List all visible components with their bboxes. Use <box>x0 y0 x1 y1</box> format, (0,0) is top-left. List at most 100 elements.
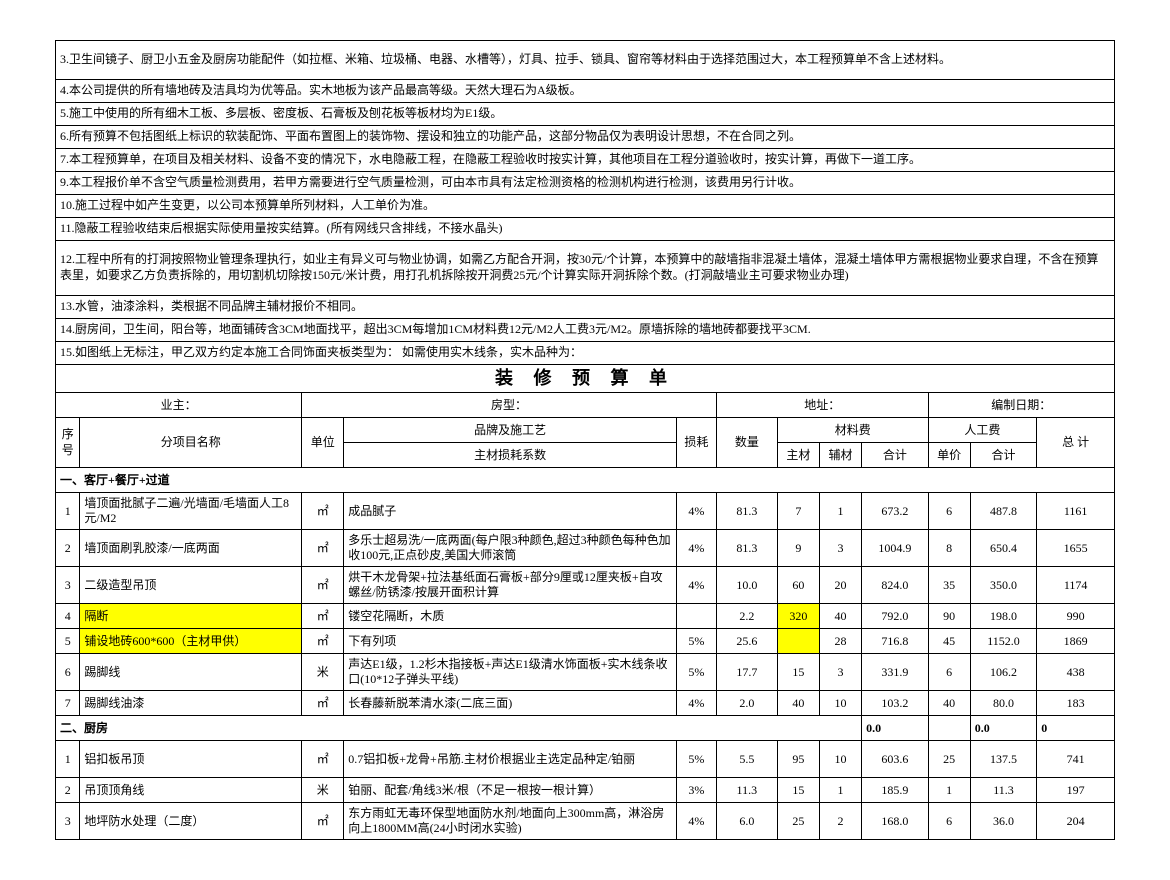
budget-table: 装 修 预 算 单业主：房型：地址：编制日期：序号分项目名称单位品牌及施工艺损耗… <box>55 364 1115 840</box>
row-msub: 331.9 <box>862 654 929 691</box>
row-lsub: 350.0 <box>970 567 1037 604</box>
note-row: 3.卫生间镜子、厨卫小五金及厨房功能配件（如拉框、米箱、垃圾桶、电器、水槽等），… <box>56 41 1115 80</box>
row-main: 25 <box>777 803 819 840</box>
row-aux: 1 <box>819 493 861 530</box>
row-brand: 多乐士超易洗/一底两面(每户限3种颜色,超过3种颜色每种色加收100元,正点砂皮… <box>344 530 677 567</box>
row-seq: 2 <box>56 530 80 567</box>
row-brand: 下有列项 <box>344 629 677 654</box>
row-aux: 28 <box>819 629 861 654</box>
row-seq: 1 <box>56 493 80 530</box>
row-unit: ㎡ <box>302 691 344 716</box>
row-total: 990 <box>1037 604 1115 629</box>
row-aux: 2 <box>819 803 861 840</box>
row-seq: 4 <box>56 604 80 629</box>
hdr-item: 分项目名称 <box>80 418 302 468</box>
row-msub: 716.8 <box>862 629 929 654</box>
hdr-aux: 辅材 <box>819 443 861 468</box>
hdr-lsub: 合计 <box>970 443 1037 468</box>
row-loss: 5% <box>676 654 716 691</box>
house-type-label: 房型： <box>302 393 717 418</box>
row-lsub: 137.5 <box>970 741 1037 778</box>
row-unit: 米 <box>302 654 344 691</box>
row-loss: 4% <box>676 691 716 716</box>
row-item: 铝扣板吊顶 <box>80 741 302 778</box>
row-aux: 1 <box>819 778 861 803</box>
row-main: 15 <box>777 778 819 803</box>
row-unit: ㎡ <box>302 567 344 604</box>
row-total: 197 <box>1037 778 1115 803</box>
row-seq: 2 <box>56 778 80 803</box>
row-loss: 5% <box>676 629 716 654</box>
row-main <box>777 629 819 654</box>
row-item: 吊顶顶角线 <box>80 778 302 803</box>
owner-label: 业主： <box>56 393 302 418</box>
hdr-labor: 人工费 <box>928 418 1037 443</box>
row-msub: 1004.9 <box>862 530 929 567</box>
hdr-total: 总 计 <box>1037 418 1115 468</box>
row-lunit: 90 <box>928 604 970 629</box>
row-unit: ㎡ <box>302 604 344 629</box>
row-aux: 20 <box>819 567 861 604</box>
hdr-lunit: 单价 <box>928 443 970 468</box>
address-label: 地址： <box>716 393 928 418</box>
row-lsub: 11.3 <box>970 778 1037 803</box>
row-loss: 4% <box>676 803 716 840</box>
row-main: 60 <box>777 567 819 604</box>
row-msub: 792.0 <box>862 604 929 629</box>
note-row: 11.隐蔽工程验收结束后根据实际使用量按实结算。(所有网线只含排线，不接水晶头) <box>56 218 1115 241</box>
note-row: 4.本公司提供的所有墙地砖及洁具均为优等品。实木地板为该产品最高等级。天然大理石… <box>56 80 1115 103</box>
row-lsub: 198.0 <box>970 604 1037 629</box>
row-brand: 烘干木龙骨架+拉法基纸面石膏板+部分9厘或12厘夹板+自攻螺丝/防锈漆/按展开面… <box>344 567 677 604</box>
row-qty: 81.3 <box>716 530 777 567</box>
row-msub: 824.0 <box>862 567 929 604</box>
row-qty: 17.7 <box>716 654 777 691</box>
row-lunit: 25 <box>928 741 970 778</box>
row-total: 1161 <box>1037 493 1115 530</box>
hdr-main: 主材 <box>777 443 819 468</box>
row-aux: 3 <box>819 654 861 691</box>
section-header: 二、厨房 <box>56 716 862 741</box>
notes-table: 3.卫生间镜子、厨卫小五金及厨房功能配件（如拉框、米箱、垃圾桶、电器、水槽等），… <box>55 40 1115 365</box>
row-lunit: 6 <box>928 493 970 530</box>
row-lsub: 36.0 <box>970 803 1037 840</box>
hdr-qty: 数量 <box>716 418 777 468</box>
row-unit: ㎡ <box>302 803 344 840</box>
row-msub: 185.9 <box>862 778 929 803</box>
row-msub: 603.6 <box>862 741 929 778</box>
row-seq: 1 <box>56 741 80 778</box>
note-row: 5.施工中使用的所有细木工板、多层板、密度板、石膏板及刨花板等板材均为E1级。 <box>56 103 1115 126</box>
row-total: 1869 <box>1037 629 1115 654</box>
row-qty: 6.0 <box>716 803 777 840</box>
row-msub: 103.2 <box>862 691 929 716</box>
row-lsub: 650.4 <box>970 530 1037 567</box>
hdr-brand: 品牌及施工艺 <box>344 418 677 443</box>
row-lsub: 106.2 <box>970 654 1037 691</box>
hdr-coef: 主材损耗系数 <box>344 443 677 468</box>
row-brand: 声达E1级，1.2杉木指接板+声达E1级清水饰面板+实木线条收口(10*12子弹… <box>344 654 677 691</box>
row-qty: 81.3 <box>716 493 777 530</box>
row-item: 墙顶面批腻子二遍/光墙面/毛墙面人工8元/M2 <box>80 493 302 530</box>
budget-title: 装 修 预 算 单 <box>56 365 1115 393</box>
note-row: 12.工程中所有的打洞按照物业管理条理执行，如业主有异义可与物业协调，如需乙方配… <box>56 241 1115 296</box>
row-main: 95 <box>777 741 819 778</box>
row-msub: 673.2 <box>862 493 929 530</box>
row-unit: ㎡ <box>302 741 344 778</box>
row-qty: 11.3 <box>716 778 777 803</box>
row-item: 踢脚线油漆 <box>80 691 302 716</box>
row-aux: 10 <box>819 691 861 716</box>
row-seq: 3 <box>56 803 80 840</box>
note-row: 15.如图纸上无标注，甲乙双方约定本施工合同饰面夹板类型为： 如需使用实木线条，… <box>56 342 1115 365</box>
row-main: 320 <box>777 604 819 629</box>
row-lsub: 80.0 <box>970 691 1037 716</box>
row-total: 1174 <box>1037 567 1115 604</box>
note-row: 9.本工程报价单不含空气质量检测费用，若甲方需要进行空气质量检测，可由本市具有法… <box>56 172 1115 195</box>
row-lsub: 1152.0 <box>970 629 1037 654</box>
note-row: 13.水管，油漆涂料，类根据不同品牌主辅材报价不相同。 <box>56 296 1115 319</box>
row-main: 15 <box>777 654 819 691</box>
hdr-loss: 损耗 <box>676 418 716 468</box>
row-item: 踢脚线 <box>80 654 302 691</box>
row-total: 741 <box>1037 741 1115 778</box>
row-qty: 25.6 <box>716 629 777 654</box>
row-seq: 3 <box>56 567 80 604</box>
row-lunit: 8 <box>928 530 970 567</box>
